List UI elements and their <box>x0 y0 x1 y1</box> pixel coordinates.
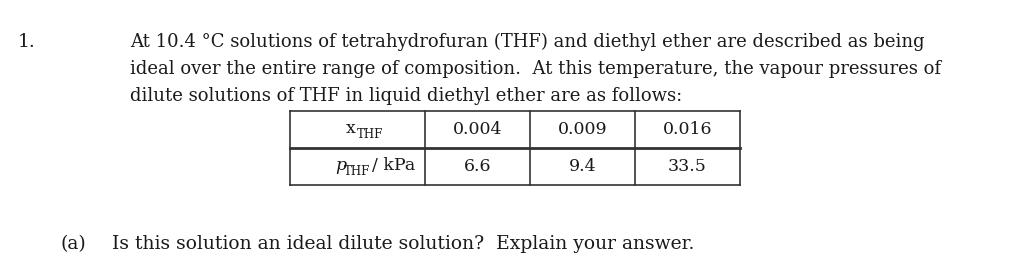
Text: 0.004: 0.004 <box>453 121 502 138</box>
Text: 0.009: 0.009 <box>557 121 607 138</box>
Text: At 10.4 °C solutions of tetrahydrofuran (THF) and diethyl ether are described as: At 10.4 °C solutions of tetrahydrofuran … <box>130 33 924 51</box>
Text: x: x <box>346 120 356 137</box>
Text: / kPa: / kPa <box>371 157 415 174</box>
Text: 6.6: 6.6 <box>464 158 491 175</box>
Text: THF: THF <box>357 128 382 141</box>
Text: p: p <box>336 157 347 174</box>
Text: THF: THF <box>344 165 370 178</box>
Text: 33.5: 33.5 <box>668 158 707 175</box>
Text: (a): (a) <box>60 235 85 253</box>
Text: Is this solution an ideal dilute solution?  Explain your answer.: Is this solution an ideal dilute solutio… <box>112 235 695 253</box>
Text: 0.016: 0.016 <box>663 121 712 138</box>
Text: ideal over the entire range of composition.  At this temperature, the vapour pre: ideal over the entire range of compositi… <box>130 60 941 78</box>
Text: 1.: 1. <box>18 33 36 51</box>
Text: dilute solutions of THF in liquid diethyl ether are as follows:: dilute solutions of THF in liquid diethy… <box>130 87 682 105</box>
Text: 9.4: 9.4 <box>569 158 596 175</box>
